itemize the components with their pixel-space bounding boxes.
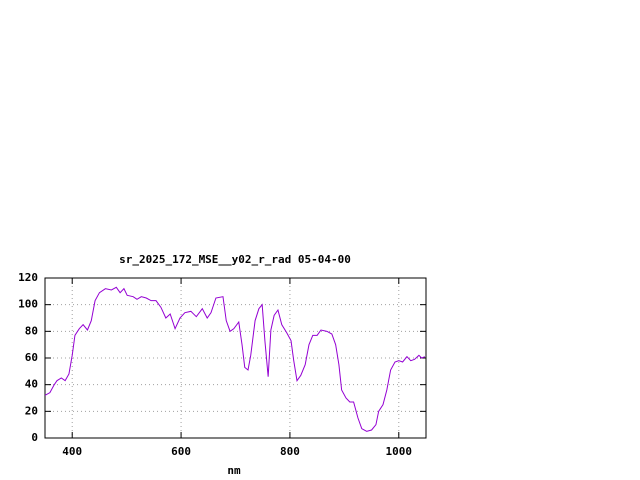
x-tick-label: 800 bbox=[280, 445, 300, 458]
y-tick-label: 80 bbox=[25, 324, 38, 337]
y-tick-label: 120 bbox=[18, 271, 38, 284]
data-line bbox=[44, 286, 426, 432]
chart-title: sr_2025_172_MSE__y02_r_rad 05-04-00 bbox=[119, 253, 351, 266]
y-tick-label: 0 bbox=[31, 431, 38, 444]
y-tick-label: 100 bbox=[18, 298, 38, 311]
plot-frame bbox=[44, 277, 427, 439]
x-tick-label: 400 bbox=[62, 445, 82, 458]
x-tick-label: 1000 bbox=[386, 445, 413, 458]
x-tick-label: 600 bbox=[171, 445, 191, 458]
x-axis-label: nm bbox=[227, 464, 241, 477]
y-tick-label: 60 bbox=[25, 351, 38, 364]
y-tick-label: 20 bbox=[25, 404, 38, 417]
y-tick-label: 40 bbox=[25, 378, 38, 391]
